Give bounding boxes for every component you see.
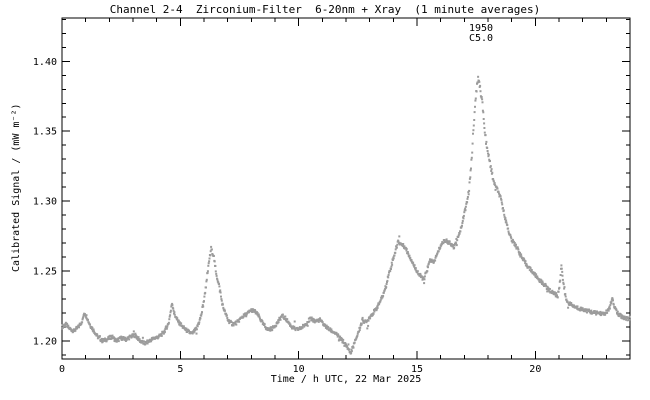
y-tick-label: 1.40 xyxy=(33,57,57,68)
x-tick-label: 10 xyxy=(293,364,305,375)
chart-title: Channel 2-4 Zirconium-Filter 6-20nm + Xr… xyxy=(109,3,541,16)
data-points xyxy=(61,75,631,355)
x-tick-label: 0 xyxy=(59,364,65,375)
x-tick-label: 15 xyxy=(411,364,423,375)
y-tick-label: 1.25 xyxy=(33,266,57,277)
y-tick-label: 1.35 xyxy=(33,127,57,138)
flare-annotation: 1950 C5.0 xyxy=(431,24,531,44)
x-tick-label: 20 xyxy=(529,364,541,375)
x-tick-label: 5 xyxy=(177,364,183,375)
y-axis-label: Calibrated Signal / (mW m⁻²) xyxy=(11,103,22,272)
axes-frame xyxy=(61,17,631,360)
flare-class-label: C5.0 xyxy=(468,33,494,44)
y-tick-label: 1.30 xyxy=(33,197,57,208)
flare-time-label: 1950 xyxy=(468,23,494,34)
y-tick-label: 1.20 xyxy=(33,336,57,347)
x-axis-label: Time / h UTC, 22 Mar 2025 xyxy=(270,374,422,385)
